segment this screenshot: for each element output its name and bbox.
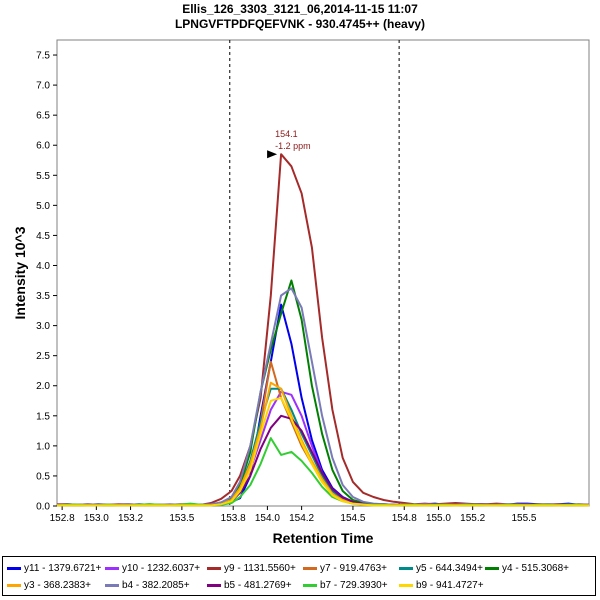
legend-row: y11 - 1379.6721+ y10 - 1232.6037+ y9 - 113… — [3, 559, 595, 577]
legend-item: y4 - 515.3068+ — [485, 559, 569, 577]
legend-label: b9 - 941.4727+ — [416, 579, 484, 591]
plot-area — [56, 39, 590, 507]
y-tick-label: 6.0 — [36, 141, 50, 152]
legend-label: y9 - 1131.5560+ — [224, 562, 296, 574]
chart-subtitle: LPNGVFTPDFQEFVNK - 930.4745++ (heavy) — [175, 17, 425, 31]
legend-swatch — [7, 566, 21, 570]
legend-swatch — [105, 566, 119, 570]
legend-label: b5 - 481.2769+ — [224, 579, 292, 591]
x-tick-label: 154.8 — [392, 513, 417, 524]
x-axis: 152.8 153.0 153.2 153.5 153.8 154.0 154.2 154.5… — [50, 506, 537, 524]
x-tick-label: 154.0 — [255, 513, 280, 524]
y-axis-label: Intensity 10^3 — [12, 226, 28, 319]
legend-item: y3 - 368.2383+ — [7, 576, 91, 594]
legend-item: b7 - 729.3930+ — [303, 576, 388, 594]
legend-swatch — [485, 566, 499, 570]
legend-swatch — [303, 566, 317, 570]
legend-swatch — [207, 566, 221, 570]
y-tick-label: 7.5 — [36, 51, 50, 62]
x-tick-label: 154.2 — [289, 513, 314, 524]
y-tick-label: 1.5 — [36, 411, 50, 422]
peak-marker-icon — [267, 150, 278, 159]
y-tick-label: 0.0 — [36, 502, 50, 513]
legend-item: y10 - 1232.6037+ — [105, 559, 200, 577]
legend-label: y3 - 368.2383+ — [24, 579, 91, 591]
legend: y11 - 1379.6721+ y10 - 1232.6037+ y9 - 113… — [2, 556, 596, 596]
legend-item: b4 - 382.2085+ — [105, 576, 190, 594]
y-axis: 0.0 0.5 1.0 1.5 2.0 2.5 3.0 3.5 4.0 4.5 5.0 5.5 6.0 6… — [36, 51, 57, 513]
y-tick-label: 3.0 — [36, 321, 50, 332]
series-line — [57, 396, 589, 507]
legend-item: y9 - 1131.5560+ — [207, 559, 296, 577]
peak-ppm-label: -1.2 ppm — [275, 141, 311, 151]
legend-swatch — [303, 583, 317, 587]
y-tick-label: 5.5 — [36, 171, 50, 182]
x-tick-label: 153.5 — [169, 513, 194, 524]
series-lines — [56, 153, 590, 507]
legend-item: y7 - 919.4763+ — [303, 559, 387, 577]
legend-swatch — [399, 583, 413, 587]
legend-label: y10 - 1232.6037+ — [122, 562, 201, 574]
legend-swatch — [399, 566, 413, 570]
y-tick-label: 3.5 — [36, 291, 50, 302]
x-tick-label: 155.5 — [511, 513, 536, 524]
peak-annotation: 154.1 -1.2 ppm — [267, 129, 311, 159]
x-axis-label: Retention Time — [273, 530, 374, 546]
legend-label: y5 - 644.3494+ — [416, 562, 483, 574]
legend-label: b4 - 382.2085+ — [122, 579, 190, 591]
y-tick-label: 5.0 — [36, 201, 50, 212]
legend-swatch — [105, 583, 119, 587]
legend-item: b5 - 481.2769+ — [207, 576, 292, 594]
x-tick-label: 155.0 — [426, 513, 451, 524]
x-tick-label: 152.8 — [50, 513, 75, 524]
x-tick-label: 154.5 — [340, 513, 365, 524]
legend-swatch — [7, 583, 21, 587]
x-tick-label: 153.8 — [221, 513, 246, 524]
y-tick-label: 2.5 — [36, 351, 50, 362]
x-tick-label: 153.2 — [118, 513, 143, 524]
y-tick-label: 6.5 — [36, 111, 50, 122]
y-tick-label: 4.0 — [36, 261, 50, 272]
legend-label: y4 - 515.3068+ — [502, 562, 569, 574]
y-tick-label: 4.5 — [36, 231, 50, 242]
y-tick-label: 7.0 — [36, 81, 50, 92]
legend-label: b7 - 729.3930+ — [320, 579, 388, 591]
y-tick-label: 1.0 — [36, 441, 50, 452]
chart-title: Ellis_126_3303_3121_06,2014-11-15 11:07 — [182, 2, 418, 16]
legend-label: y11 - 1379.6721+ — [24, 562, 102, 574]
legend-item: y11 - 1379.6721+ — [7, 559, 101, 577]
x-tick-label: 153.0 — [84, 513, 109, 524]
legend-item: y5 - 644.3494+ — [399, 559, 483, 577]
legend-row: y3 - 368.2383+ b4 - 382.2085+ b5 - 481.276… — [3, 576, 595, 594]
legend-label: y7 - 919.4763+ — [320, 562, 387, 574]
legend-swatch — [207, 583, 221, 587]
y-tick-label: 2.0 — [36, 381, 50, 392]
peak-retention-label: 154.1 — [275, 129, 298, 139]
y-tick-label: 0.5 — [36, 471, 50, 482]
x-tick-label: 155.2 — [460, 513, 485, 524]
legend-item: b9 - 941.4727+ — [399, 576, 484, 594]
